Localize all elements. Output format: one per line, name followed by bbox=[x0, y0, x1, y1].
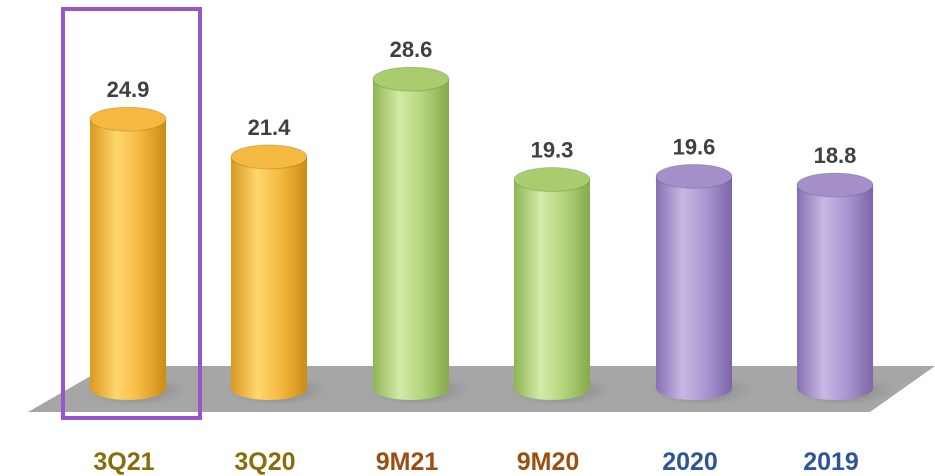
value-label: 28.6 bbox=[390, 37, 433, 62]
bar-top-cap bbox=[230, 144, 308, 170]
value-label: 21.4 bbox=[248, 115, 292, 140]
bar-top-cap bbox=[796, 172, 874, 198]
value-labels-layer: 24.9 21.4 28.6 19.3 19.6 18.8 bbox=[107, 37, 857, 168]
bar-9M21 bbox=[367, 66, 471, 406]
bar-9M20 bbox=[508, 167, 612, 406]
category-label: 9M21 bbox=[376, 448, 439, 476]
value-label: 18.8 bbox=[814, 143, 857, 168]
value-label: 24.9 bbox=[107, 77, 150, 102]
bar-body bbox=[231, 156, 307, 400]
bar-top-cap bbox=[513, 167, 591, 193]
bar-body bbox=[514, 179, 590, 400]
bar-body bbox=[90, 119, 166, 400]
bar-top-cap bbox=[372, 66, 450, 92]
highlight-box bbox=[61, 7, 202, 420]
bar-2020 bbox=[650, 163, 754, 406]
bar-3Q20 bbox=[225, 144, 329, 406]
bar-body bbox=[373, 79, 449, 401]
bar-body bbox=[656, 176, 732, 400]
category-label: 9M20 bbox=[517, 448, 580, 476]
bar-3Q21 bbox=[84, 106, 188, 406]
bar-top-cap bbox=[89, 106, 167, 132]
value-label: 19.3 bbox=[531, 138, 574, 163]
category-label: 2020 bbox=[662, 448, 718, 476]
bar-2019 bbox=[791, 172, 895, 406]
bar-top-cap bbox=[655, 163, 733, 189]
category-label: 2019 bbox=[803, 448, 859, 476]
category-label: 3Q21 bbox=[93, 448, 154, 476]
bars-layer bbox=[84, 66, 895, 406]
category-label: 3Q20 bbox=[234, 448, 295, 476]
category-labels-layer: 3Q21 3Q20 9M21 9M20 2020 2019 bbox=[93, 448, 858, 476]
value-label: 19.6 bbox=[673, 134, 716, 159]
bar-body bbox=[797, 184, 873, 400]
